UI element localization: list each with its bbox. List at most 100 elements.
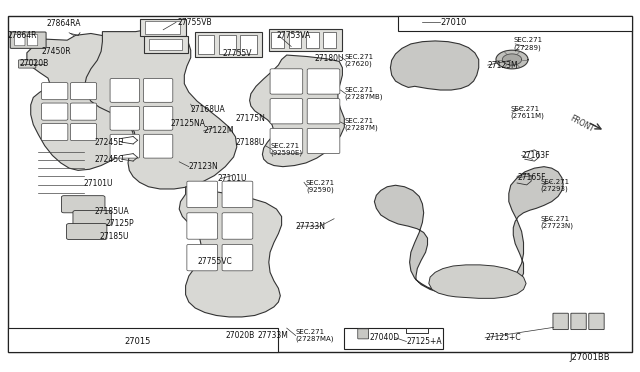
Bar bbox=[344, 328, 443, 349]
Bar bbox=[289, 32, 301, 48]
Text: 27755V: 27755V bbox=[223, 49, 252, 58]
Text: 27101U: 27101U bbox=[83, 179, 113, 187]
FancyBboxPatch shape bbox=[73, 211, 111, 225]
FancyBboxPatch shape bbox=[187, 244, 218, 271]
FancyBboxPatch shape bbox=[307, 99, 340, 124]
FancyBboxPatch shape bbox=[270, 99, 303, 124]
Text: SEC.271
(27287MA): SEC.271 (27287MA) bbox=[296, 329, 334, 342]
Bar bbox=[145, 21, 180, 34]
Text: SEC.271
(27293): SEC.271 (27293) bbox=[541, 179, 570, 192]
Text: 27245E: 27245E bbox=[95, 138, 124, 147]
FancyBboxPatch shape bbox=[143, 78, 173, 102]
Polygon shape bbox=[27, 33, 136, 170]
Text: 27020B: 27020B bbox=[225, 331, 255, 340]
Bar bbox=[271, 32, 284, 48]
FancyBboxPatch shape bbox=[187, 181, 218, 208]
Text: 27755VB: 27755VB bbox=[177, 18, 212, 27]
Bar bbox=[198, 35, 214, 54]
Text: 27175N: 27175N bbox=[236, 114, 266, 123]
Bar bbox=[149, 39, 182, 50]
Text: SEC.271
(27611M): SEC.271 (27611M) bbox=[511, 106, 545, 119]
Bar bbox=[140, 19, 186, 36]
Text: 27450R: 27450R bbox=[42, 47, 71, 56]
FancyBboxPatch shape bbox=[143, 134, 173, 158]
Bar bbox=[240, 35, 257, 54]
Text: SEC.271
(27620): SEC.271 (27620) bbox=[344, 54, 374, 67]
FancyBboxPatch shape bbox=[307, 69, 340, 94]
FancyBboxPatch shape bbox=[70, 83, 97, 100]
Text: SEC.271
(27287M): SEC.271 (27287M) bbox=[344, 118, 378, 131]
Bar bbox=[323, 32, 336, 48]
FancyBboxPatch shape bbox=[307, 128, 340, 154]
Text: 27123M: 27123M bbox=[488, 61, 518, 70]
Text: 27180U: 27180U bbox=[315, 54, 344, 63]
Polygon shape bbox=[84, 29, 237, 189]
Text: 27864R: 27864R bbox=[8, 31, 37, 40]
FancyBboxPatch shape bbox=[42, 103, 68, 120]
Text: 27020B: 27020B bbox=[19, 60, 49, 68]
Bar bbox=[398, 16, 632, 31]
FancyBboxPatch shape bbox=[110, 134, 140, 158]
Text: 27040D: 27040D bbox=[370, 333, 400, 342]
Text: SEC.271
(27287MB): SEC.271 (27287MB) bbox=[344, 87, 383, 100]
Text: 27185U: 27185U bbox=[99, 232, 129, 241]
Text: 27185UA: 27185UA bbox=[95, 207, 129, 216]
Text: 27015: 27015 bbox=[125, 337, 151, 346]
FancyBboxPatch shape bbox=[70, 103, 97, 120]
FancyBboxPatch shape bbox=[67, 224, 107, 240]
FancyBboxPatch shape bbox=[222, 244, 253, 271]
Polygon shape bbox=[496, 50, 528, 69]
Bar bbox=[306, 32, 319, 48]
Polygon shape bbox=[179, 187, 282, 317]
Bar bbox=[144, 36, 188, 53]
Text: 27101U: 27101U bbox=[218, 174, 247, 183]
Text: J27001BB: J27001BB bbox=[570, 353, 610, 362]
Text: 27163F: 27163F bbox=[522, 151, 550, 160]
Text: 27168UA: 27168UA bbox=[191, 105, 225, 114]
FancyBboxPatch shape bbox=[15, 35, 25, 46]
Text: 27010: 27010 bbox=[440, 18, 467, 27]
Text: 27753VA: 27753VA bbox=[276, 31, 311, 40]
Text: 27755VC: 27755VC bbox=[197, 257, 232, 266]
Text: 27188U: 27188U bbox=[236, 138, 265, 147]
Polygon shape bbox=[502, 54, 522, 65]
FancyBboxPatch shape bbox=[61, 196, 105, 213]
Bar bbox=[269, 29, 342, 51]
Text: 27733N: 27733N bbox=[296, 222, 326, 231]
Polygon shape bbox=[374, 167, 563, 297]
FancyBboxPatch shape bbox=[28, 35, 38, 46]
FancyBboxPatch shape bbox=[358, 329, 369, 339]
Bar bbox=[8, 328, 278, 352]
Text: 27125P: 27125P bbox=[106, 219, 134, 228]
FancyBboxPatch shape bbox=[70, 124, 97, 141]
Text: 27245C: 27245C bbox=[95, 155, 124, 164]
Text: 27165F: 27165F bbox=[517, 173, 546, 182]
FancyBboxPatch shape bbox=[270, 69, 303, 94]
Polygon shape bbox=[250, 55, 344, 167]
Text: SEC.271
(27289): SEC.271 (27289) bbox=[513, 37, 543, 51]
Text: SEC.271
(92590): SEC.271 (92590) bbox=[306, 180, 335, 193]
FancyBboxPatch shape bbox=[42, 124, 68, 141]
FancyBboxPatch shape bbox=[110, 78, 140, 102]
Text: 27125NA: 27125NA bbox=[171, 119, 206, 128]
Text: 27864RA: 27864RA bbox=[46, 19, 81, 28]
Text: 27122M: 27122M bbox=[204, 126, 234, 135]
FancyBboxPatch shape bbox=[42, 83, 68, 100]
Text: 27125+C: 27125+C bbox=[485, 333, 521, 342]
Text: 27125+A: 27125+A bbox=[406, 337, 442, 346]
FancyBboxPatch shape bbox=[110, 106, 140, 130]
Text: SEC.271
(92590E): SEC.271 (92590E) bbox=[270, 143, 302, 156]
FancyBboxPatch shape bbox=[143, 106, 173, 130]
FancyBboxPatch shape bbox=[222, 181, 253, 208]
Text: SEC.271
(27723N): SEC.271 (27723N) bbox=[541, 216, 574, 229]
FancyBboxPatch shape bbox=[553, 313, 568, 330]
FancyBboxPatch shape bbox=[19, 60, 36, 68]
Bar bbox=[195, 32, 262, 57]
FancyBboxPatch shape bbox=[222, 213, 253, 239]
Polygon shape bbox=[429, 265, 526, 298]
FancyBboxPatch shape bbox=[270, 128, 303, 154]
Text: 27123N: 27123N bbox=[189, 162, 218, 171]
FancyBboxPatch shape bbox=[187, 213, 218, 239]
FancyBboxPatch shape bbox=[589, 313, 604, 330]
Text: 27733M: 27733M bbox=[257, 331, 288, 340]
